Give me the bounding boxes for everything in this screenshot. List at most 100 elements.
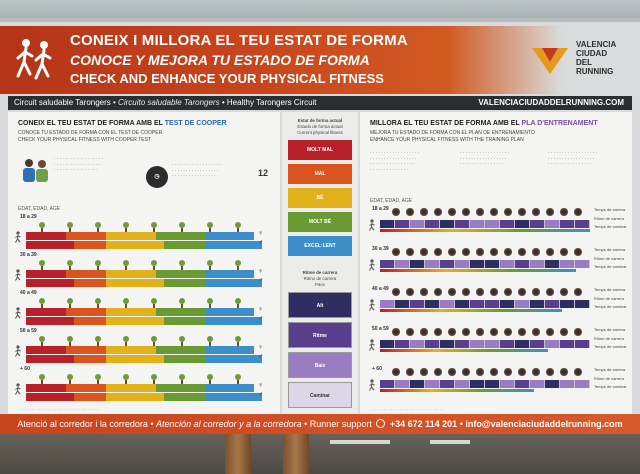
scale-segment (26, 279, 74, 287)
tree-markers (38, 336, 262, 346)
scale-segment (206, 270, 254, 278)
pace-segment (395, 220, 410, 228)
pace-segment (395, 340, 410, 348)
training-age-label: 40 a 49 (372, 286, 389, 292)
fitness-level-4: EXCEL·LENT (288, 236, 352, 256)
cooper-subtitle-en: CHECK YOUR PHYSICAL FITNESS WITH COOPER … (18, 137, 151, 143)
medal-icon (476, 248, 484, 256)
scale-segment (66, 270, 106, 278)
pace-segment (410, 380, 425, 388)
fitness-legend-title: Estat de forma actual (297, 118, 343, 123)
medal-icon (392, 208, 400, 216)
pace-segment (485, 300, 500, 308)
medal-icon (434, 368, 442, 376)
pace-segment (545, 340, 560, 348)
scale-segment (74, 393, 106, 401)
cooper-minutes: 12 (258, 168, 269, 178)
medal-icon (448, 208, 456, 216)
scale-segment (106, 384, 156, 392)
medal-icon (574, 248, 582, 256)
pace-segment (380, 300, 395, 308)
pace-legend-title-es: Ritmo de carrera (303, 276, 337, 281)
pace-segment (560, 260, 575, 268)
website-link: VALENCIACIUDADDELRUNNING.COM (478, 98, 624, 107)
medal-icon (420, 288, 428, 296)
runner-icon (14, 382, 22, 395)
circuit-name-es: Circuito saludable Tarongers (118, 98, 220, 107)
cooper-title-accent: TEST DE COOPER (164, 120, 227, 127)
scale-segment (106, 355, 164, 363)
tree-icon (66, 298, 74, 308)
runner-icon (14, 306, 22, 319)
medal-icon (518, 368, 526, 376)
pace-segment (530, 220, 545, 228)
pace-segment (560, 300, 575, 308)
tree-icon (94, 222, 102, 232)
medal-icon (532, 208, 540, 216)
training-title-accent: PLA D'ENTRENAMENT (521, 120, 598, 127)
medal-icon (434, 208, 442, 216)
training-row-labels: Temps de carrera Ritme de carrera Temps de… (594, 247, 627, 274)
training-row-label: Temps de caminar (594, 304, 627, 310)
tree-markers (38, 298, 262, 308)
walk-segment (380, 269, 576, 272)
tree-icon (94, 298, 102, 308)
cooper-scale-bar (26, 384, 254, 392)
medal-icon (560, 328, 568, 336)
tree-markers (38, 222, 262, 232)
tree-icon (206, 222, 214, 232)
medal-icon (490, 208, 498, 216)
scale-segment (74, 241, 106, 249)
tree-icon (66, 336, 74, 346)
medal-icon (462, 248, 470, 256)
training-row-label: Ritme de carrera (594, 215, 624, 221)
training-title: MILLORA EL TEU ESTAT DE FORMA AMB EL PLA… (370, 120, 598, 127)
walk-segment (380, 229, 590, 232)
week-medals (392, 288, 588, 296)
training-pace-bar (380, 380, 590, 388)
pace-segment (545, 380, 560, 388)
scale-segment (206, 279, 262, 287)
training-age-label: 30 a 39 (372, 246, 389, 252)
pace-segment (410, 300, 425, 308)
medal-icon (462, 328, 470, 336)
title-english: CHECK AND ENHANCE YOUR PHYSICAL FITNESS (70, 71, 384, 86)
support-en: Runner support (309, 419, 372, 429)
medal-icon (546, 328, 554, 336)
training-age-header: EDAT, EDAD, AGE (370, 198, 413, 204)
tree-icon (150, 260, 158, 270)
pace-segment (380, 340, 395, 348)
cooper-age-label: 30 a 39 (20, 252, 37, 258)
tree-icon (150, 222, 158, 232)
pace-segment (575, 380, 590, 388)
tree-icon (206, 374, 214, 384)
pace-segment (485, 220, 500, 228)
medal-icon (420, 248, 428, 256)
medal-icon (476, 368, 484, 376)
scale-segment (156, 346, 206, 354)
scale-segment (164, 241, 206, 249)
pace-segment (575, 220, 590, 228)
medal-icon (406, 208, 414, 216)
male-icon: ♂ (258, 239, 264, 246)
pace-segment (470, 380, 485, 388)
medal-icon (392, 328, 400, 336)
medal-icon (490, 368, 498, 376)
pace-segment (500, 260, 515, 268)
medal-icon (504, 288, 512, 296)
medal-icon (392, 288, 400, 296)
training-row-label: Ritme de carrera (594, 375, 624, 381)
scale-segment (106, 232, 156, 240)
cooper-scale-bar (26, 308, 254, 316)
week-medals (392, 328, 588, 336)
pace-segment (470, 300, 485, 308)
training-row-label: Ritme de carrera (594, 335, 624, 341)
training-age-label: 50 a 59 (372, 326, 389, 332)
scale-segment (156, 270, 206, 278)
pace-segment (530, 340, 545, 348)
stopwatch-icon: ◷ (146, 166, 168, 188)
medal-icon (546, 208, 554, 216)
pace-segment (425, 260, 440, 268)
medal-icon (490, 248, 498, 256)
training-row-label: Ritme de carrera (594, 295, 624, 301)
